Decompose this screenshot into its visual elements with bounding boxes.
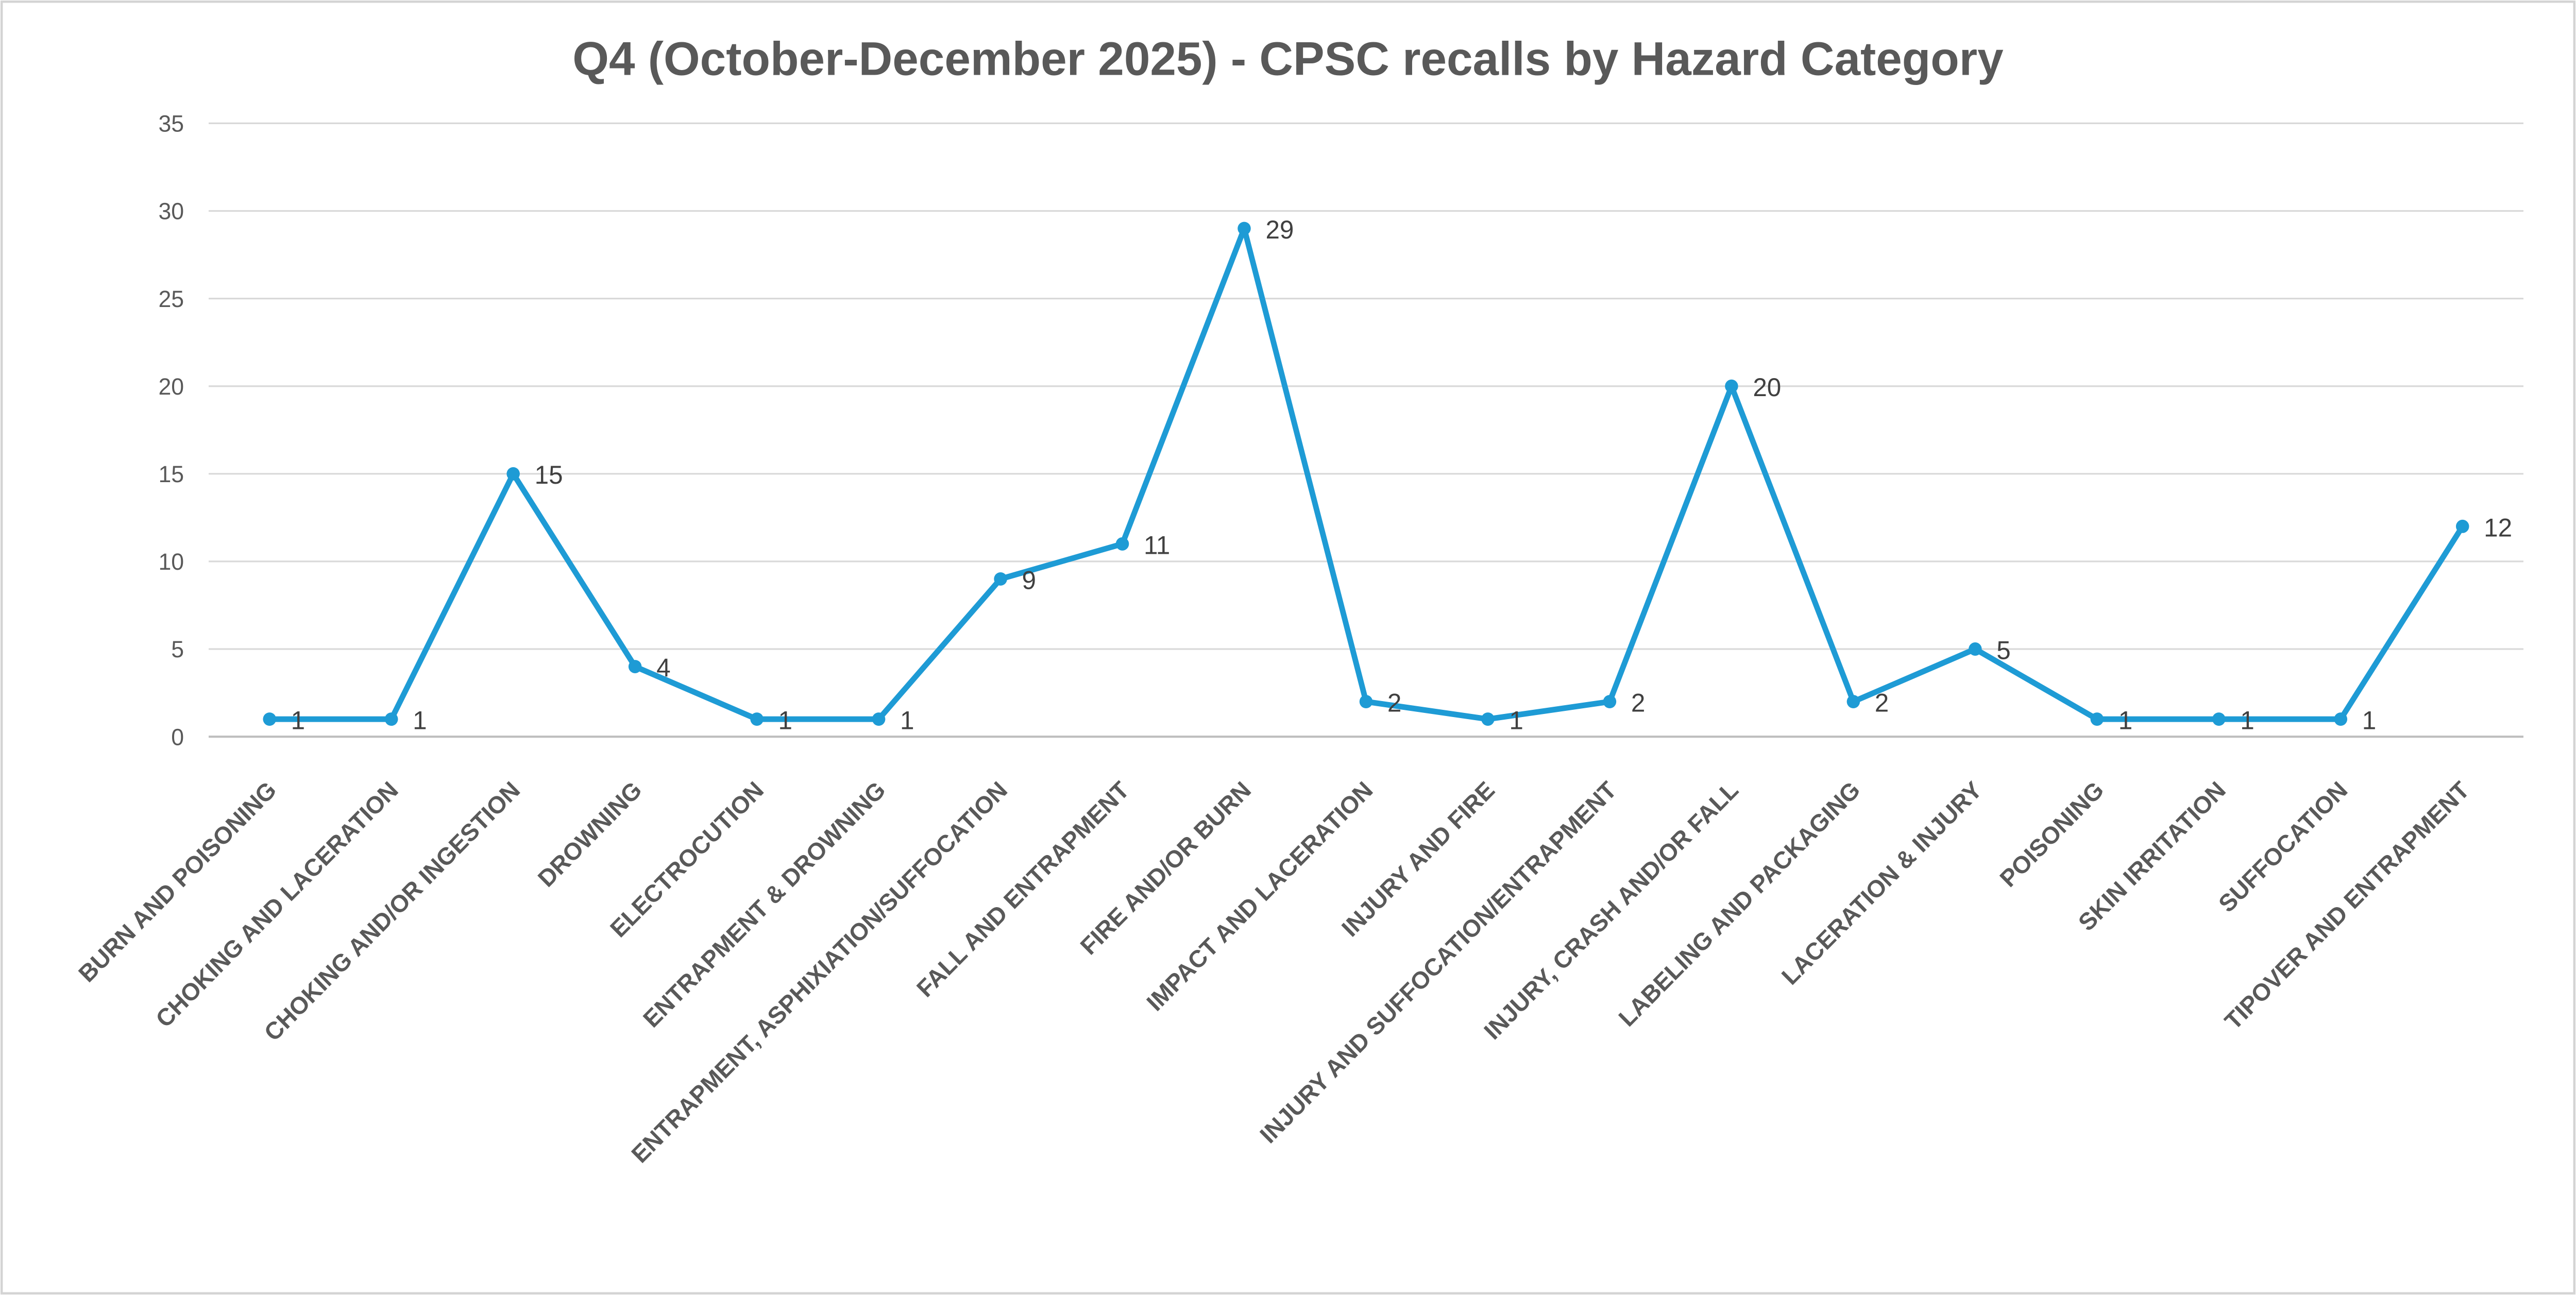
y-axis-tick-label: 15: [158, 461, 184, 487]
data-point-marker: [506, 467, 520, 481]
data-point-label: 2: [1875, 688, 1889, 717]
data-point-marker: [872, 712, 886, 726]
data-point-label: 1: [2240, 706, 2254, 735]
data-point-marker: [2212, 712, 2226, 726]
data-point-label: 4: [656, 653, 670, 682]
data-point-label: 2: [1387, 688, 1401, 717]
data-point-label: 1: [1509, 706, 1523, 735]
data-point-label: 15: [535, 461, 563, 489]
data-point-marker: [1969, 642, 1982, 656]
y-axis-tick-label: 35: [158, 110, 184, 137]
data-point-marker: [1846, 695, 1860, 709]
data-point-label: 1: [2119, 706, 2132, 735]
chart-title: Q4 (October-December 2025) - CPSC recall…: [572, 32, 2003, 86]
data-point-marker: [2334, 712, 2348, 726]
data-point-label: 1: [778, 706, 792, 735]
data-point-marker: [1725, 379, 1738, 393]
data-point-marker: [263, 712, 276, 726]
data-point-marker: [2455, 519, 2469, 533]
data-point-marker: [1481, 712, 1495, 726]
y-axis-tick-label: 25: [158, 286, 184, 312]
data-point-label: 11: [1144, 531, 1170, 559]
data-point-marker: [2090, 712, 2104, 726]
data-point-label: 29: [1265, 215, 1294, 244]
data-point-label: 9: [1022, 566, 1036, 594]
y-axis-tick-label: 20: [158, 373, 184, 400]
data-point-label: 5: [1996, 636, 2010, 664]
data-point-marker: [628, 660, 642, 673]
data-point-label: 1: [900, 706, 914, 735]
data-point-marker: [1115, 537, 1129, 551]
series-line: [263, 221, 2469, 726]
data-point-marker: [750, 712, 764, 726]
data-point-marker: [1238, 221, 1251, 235]
data-point-label: 1: [2362, 706, 2376, 735]
gridlines: [208, 122, 2523, 738]
data-point-marker: [1603, 695, 1617, 709]
y-axis-tick-label: 10: [158, 549, 184, 575]
y-axis-tick-label: 5: [171, 636, 184, 662]
data-point-marker: [384, 712, 398, 726]
data-point-label: 1: [413, 706, 427, 735]
y-axis-tick-label: 0: [171, 724, 184, 750]
data-point-label: 12: [2484, 513, 2512, 542]
data-point-label: 2: [1631, 688, 1645, 717]
y-axis-labels: 0 5 10 15 20 25 30 35: [158, 110, 184, 750]
data-point-marker: [1359, 695, 1373, 709]
data-point-label: 1: [291, 706, 305, 735]
data-point-label: 20: [1753, 373, 1781, 402]
data-point-marker: [994, 572, 1007, 586]
y-axis-tick-label: 30: [158, 198, 184, 224]
